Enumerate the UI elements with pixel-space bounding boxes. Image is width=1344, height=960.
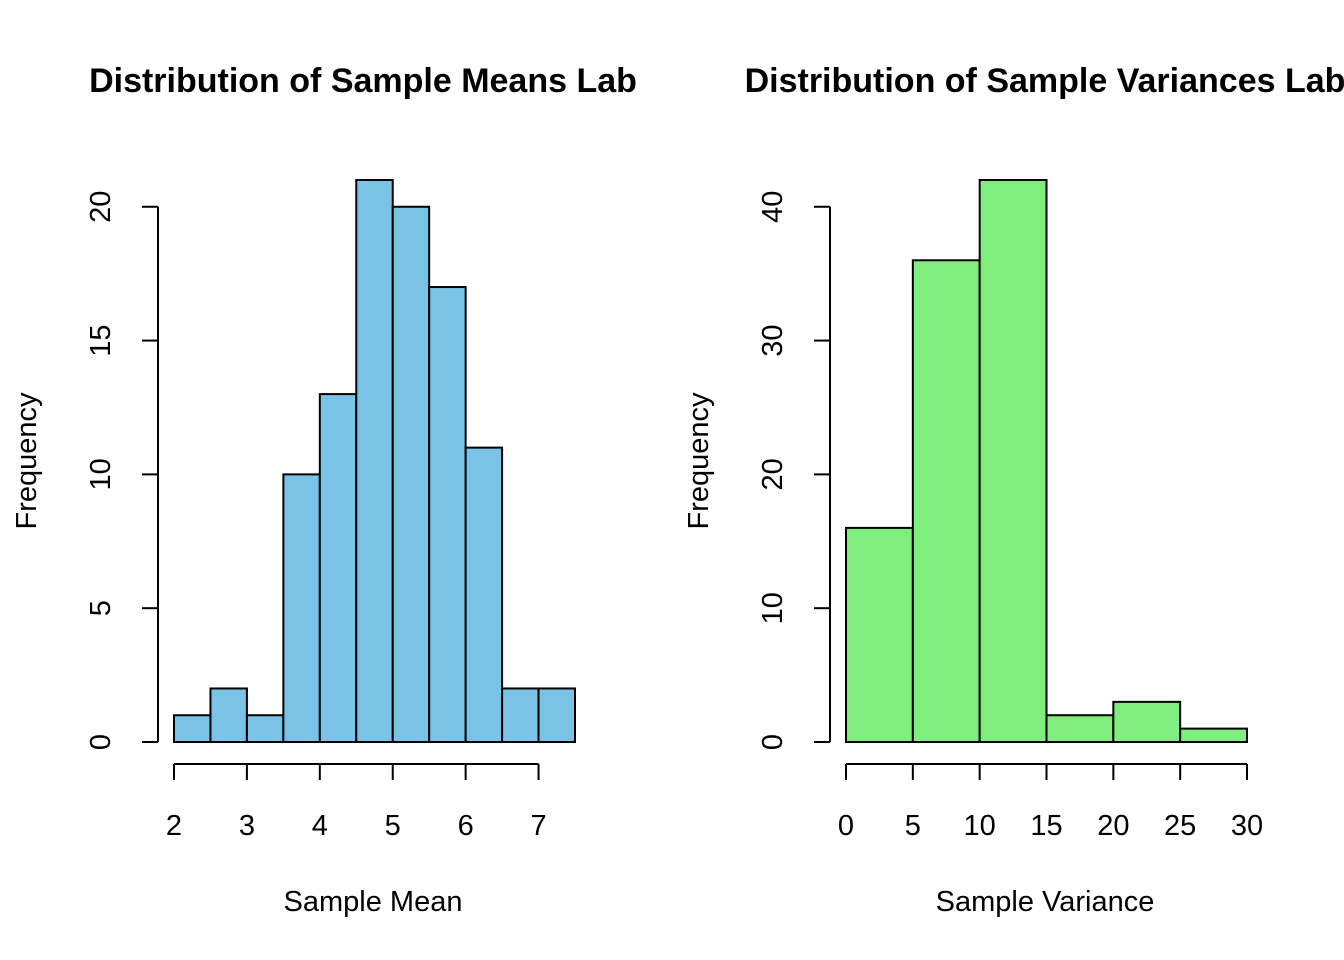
y-tick-label: 10 [757,592,789,624]
chart-title: Distribution of Sample Variances Lab [745,62,1344,100]
panel-sample-means: Distribution of Sample Means Lab Sample … [11,62,637,918]
histogram-bar [355,179,394,743]
panel-sample-variances: Distribution of Sample Variances Lab Sam… [683,62,1344,918]
y-axis-label: Frequency [11,392,43,530]
y-tick-label: 0 [757,734,789,750]
x-tick-label: 7 [530,810,546,842]
histogram-bar [428,286,467,743]
x-axis: 2 3 4 5 6 7 [166,763,547,842]
histogram-bar [537,687,577,744]
x-tick-label: 5 [905,810,921,842]
y-axis: 0 10 20 30 40 [757,191,831,750]
histogram-bar [1112,700,1182,743]
x-tick-label: 6 [458,810,474,842]
x-tick-label: 30 [1231,810,1263,842]
histogram-bar [1179,727,1248,743]
y-tick-label: 20 [85,191,117,223]
y-tick-label: 40 [757,191,789,223]
histogram-bar [245,714,285,744]
x-tick-label: 25 [1164,810,1196,842]
x-tick-label: 0 [838,810,854,842]
histogram-bar [318,393,358,743]
histogram-bar [911,259,981,743]
x-axis-label: Sample Variance [936,886,1155,918]
x-axis: 0 5 10 15 20 25 30 [838,763,1263,842]
y-tick-label: 20 [757,458,789,490]
y-tick-label: 10 [85,458,117,490]
histogram-bar [391,205,431,743]
histogram-bar [209,687,248,744]
histogram-bar [464,446,504,743]
y-axis-label: Frequency [683,392,715,530]
x-tick-label: 4 [312,810,328,842]
histogram-bar [845,526,914,744]
histogram-bar [501,687,540,744]
x-tick-label: 3 [239,810,255,842]
y-axis: 0 5 10 15 20 [85,191,159,750]
chart-title: Distribution of Sample Means Lab [89,62,637,100]
x-tick-label: 20 [1097,810,1129,842]
x-tick-label: 10 [964,810,996,842]
x-tick-label: 2 [166,810,182,842]
bar-group [845,179,1248,744]
histogram-bar [978,179,1048,743]
y-tick-label: 5 [85,600,117,616]
bar-group [173,179,577,744]
x-axis-label: Sample Mean [284,886,463,918]
histogram-bar [1045,714,1115,744]
x-tick-label: 15 [1030,810,1062,842]
y-tick-label: 0 [85,734,117,750]
histogram-bar [282,473,321,743]
histogram-bar [173,714,212,744]
y-tick-label: 15 [85,324,117,356]
y-tick-label: 30 [757,324,789,356]
x-tick-label: 5 [385,810,401,842]
